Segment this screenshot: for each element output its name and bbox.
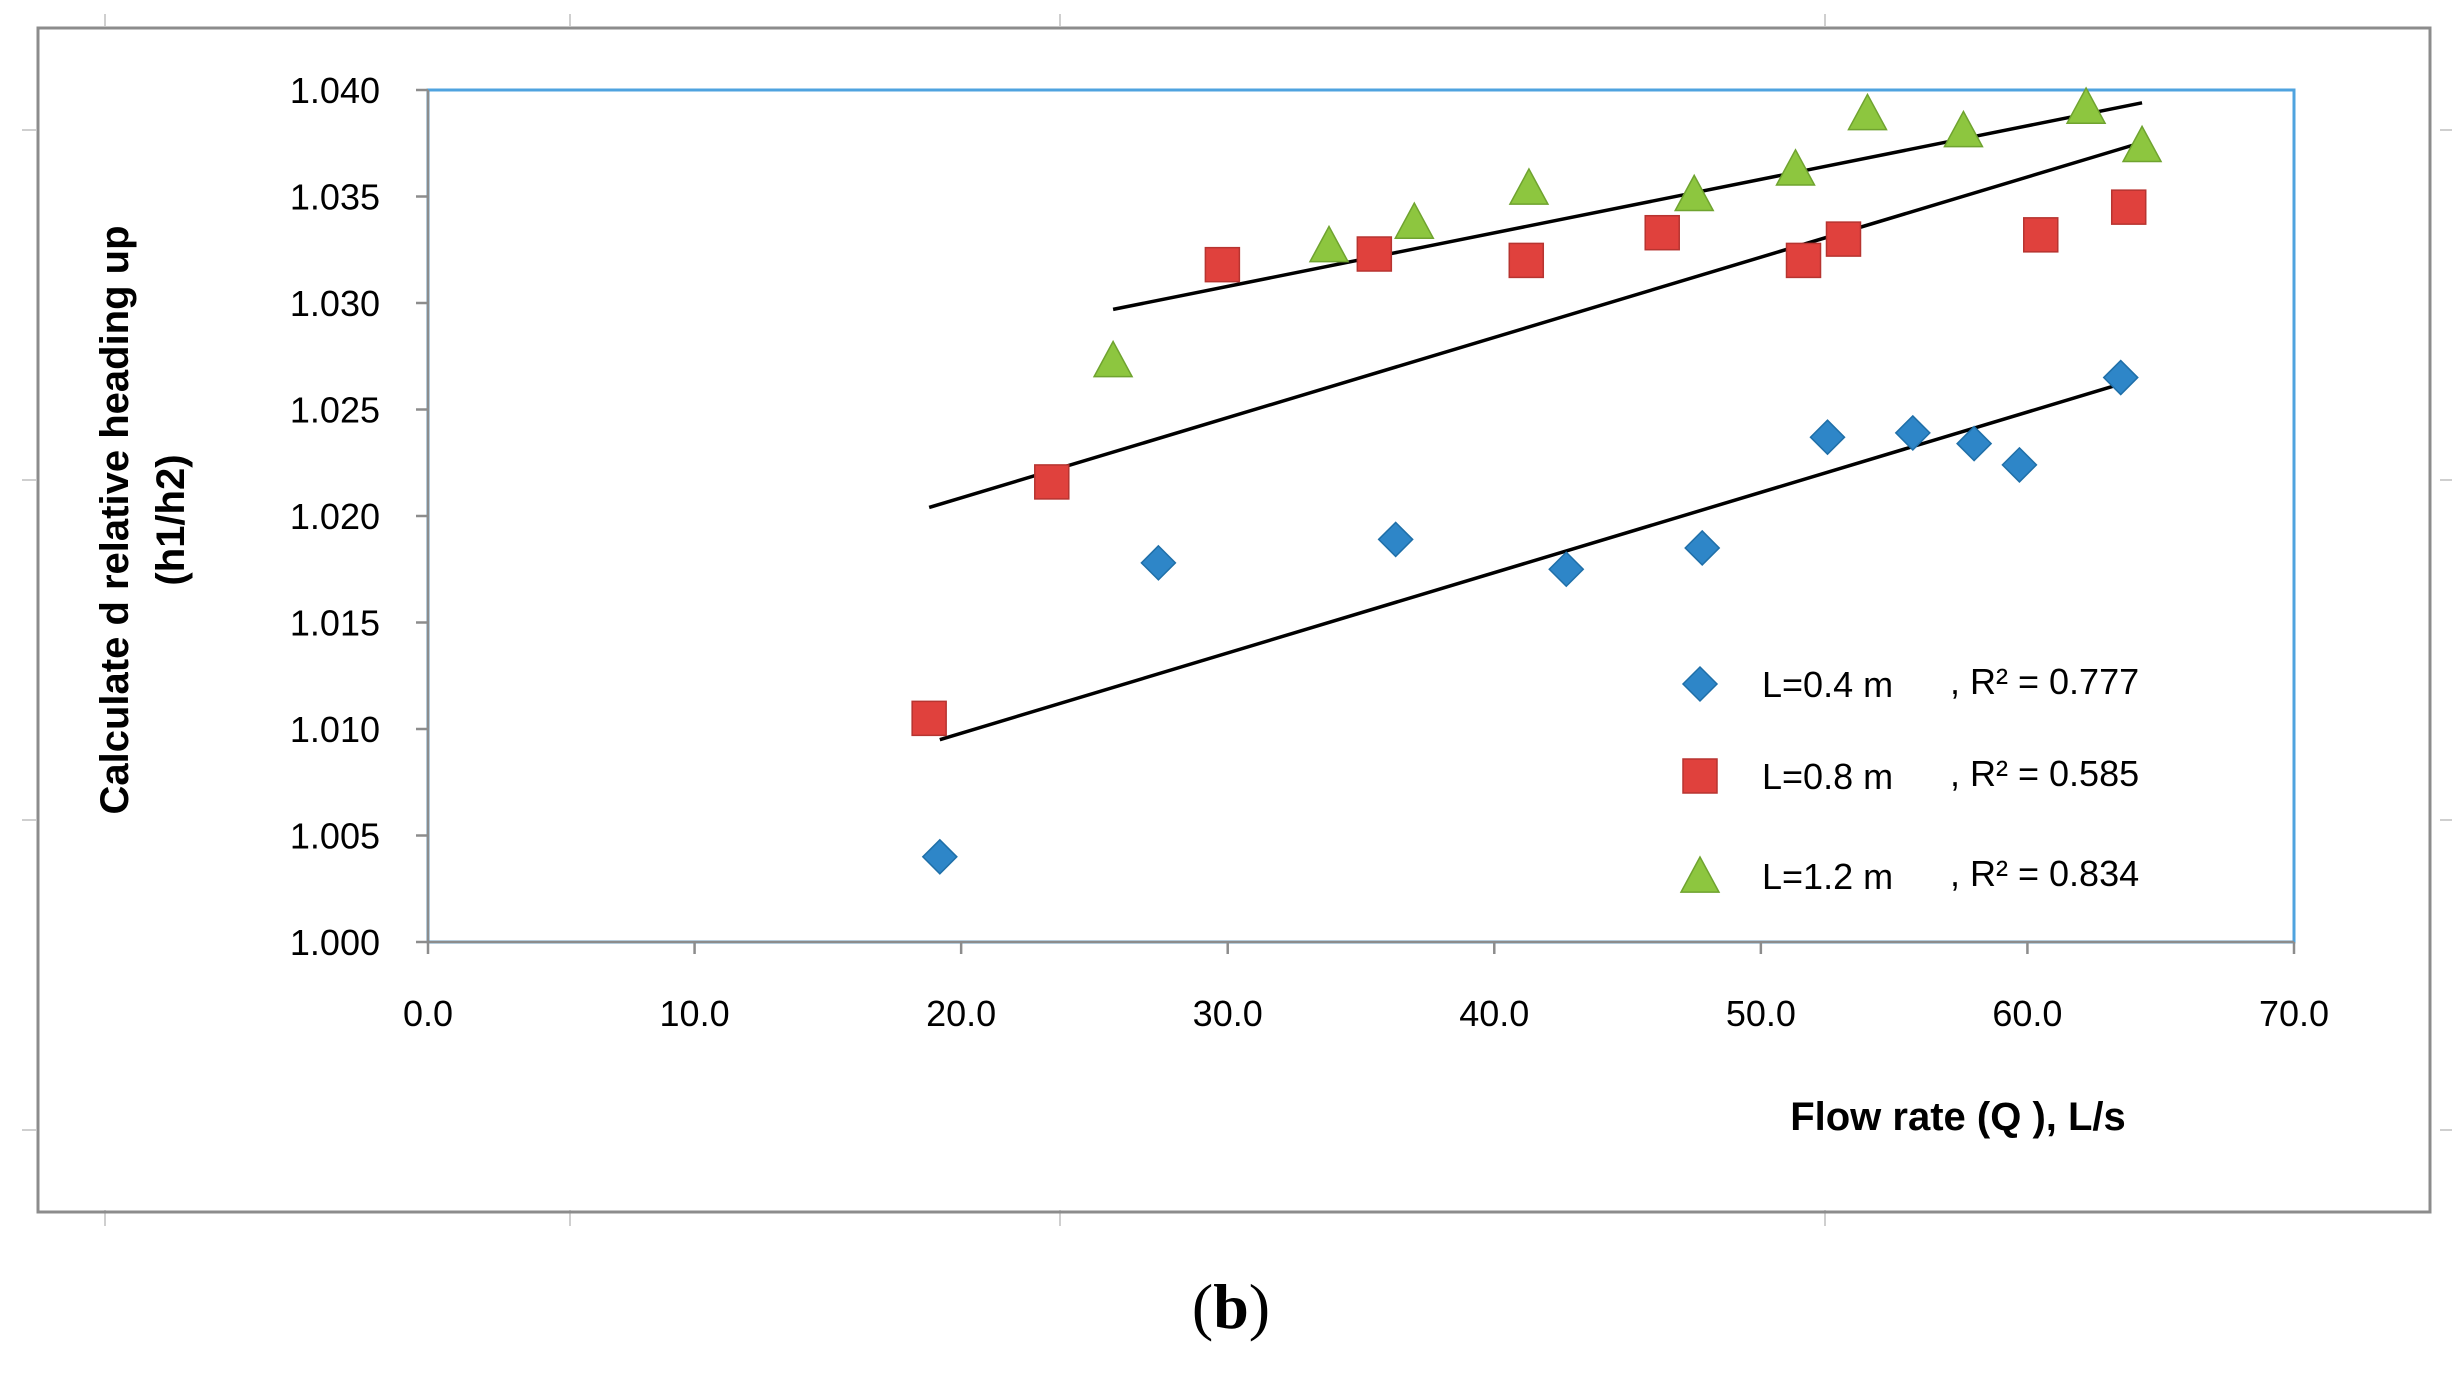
trendline-l-0-4-m xyxy=(939,382,2122,742)
x-tick-label: 0.0 xyxy=(403,993,453,1034)
data-point-l-1-2-m xyxy=(2065,86,2107,124)
legend-label-l-0-8-m: L=0.8 m xyxy=(1762,756,1893,797)
data-point-l-0-8-m xyxy=(1356,236,1393,272)
data-point-l-0-8-m xyxy=(2023,217,2059,253)
data-point-l-0-4-m xyxy=(1377,521,1414,558)
x-tick-label: 60.0 xyxy=(1992,993,2062,1034)
data-point-l-1-2-m xyxy=(2121,124,2163,163)
data-point-l-1-2-m xyxy=(1308,224,1350,263)
data-point-l-1-2-m xyxy=(1775,148,1816,186)
legend-marker-l-0-4-m xyxy=(1681,665,1719,703)
legend-r2-l-1-2-m: , R² = 0.834 xyxy=(1950,853,2139,894)
figure-caption: (b) xyxy=(1192,1271,1270,1342)
data-point-l-0-4-m xyxy=(1809,419,1846,456)
data-point-l-0-8-m xyxy=(1204,246,1241,283)
legend: L=0.4 m , R² = 0.777 L=0.8 m , R² = 0.585 L=… xyxy=(1679,661,2139,897)
data-point-l-1-2-m xyxy=(1092,339,1134,378)
data-point-l-0-4-m xyxy=(921,838,958,875)
data-point-l-1-2-m xyxy=(1394,201,1435,239)
legend-label-l-1-2-m: L=1.2 m xyxy=(1762,856,1893,897)
caption-close-paren: ) xyxy=(1249,1271,1270,1342)
data-point-l-0-8-m xyxy=(1825,221,1862,257)
y-tick-label: 1.035 xyxy=(290,177,380,218)
x-tick-label: 40.0 xyxy=(1459,993,1529,1034)
data-point-l-1-2-m xyxy=(1673,173,1715,212)
data-point-l-0-4-m xyxy=(1548,551,1585,588)
x-tick-label: 30.0 xyxy=(1193,993,1263,1034)
y-tick-labels: 1.000 1.005 1.010 1.015 1.020 1.025 1.030 1.035… xyxy=(290,70,380,963)
legend-marker-l-0-8-m xyxy=(1682,758,1718,794)
data-point-l-1-2-m xyxy=(1943,109,1984,148)
data-point-l-0-8-m xyxy=(1508,242,1545,279)
chart-area-border xyxy=(36,26,2432,1214)
page-edge-ticks xyxy=(22,14,2452,1226)
y-axis-title: Calculate d relative heading up (h1/h2) xyxy=(93,225,193,814)
data-point-l-0-8-m xyxy=(1644,214,1680,251)
data-point-l-0-4-m xyxy=(1684,529,1721,567)
data-point-l-0-8-m xyxy=(1785,242,1822,279)
trendline-l-0-8-m xyxy=(928,141,2140,510)
data-point-l-0-4-m xyxy=(1956,425,1993,462)
data-point-l-0-8-m xyxy=(2110,189,2147,225)
y-tick-label: 1.040 xyxy=(290,70,380,111)
legend-r2-l-0-8-m: , R² = 0.585 xyxy=(1950,753,2139,794)
data-point-l-1-2-m xyxy=(1847,92,1888,131)
data-point-l-0-8-m xyxy=(911,700,947,737)
plot-area-border xyxy=(426,88,2296,944)
x-tick-label: 20.0 xyxy=(926,993,996,1034)
data-point-l-0-4-m xyxy=(2001,446,2038,483)
y-axis-title-line-1: Calculate d relative heading up xyxy=(93,225,137,814)
data-point-l-0-4-m xyxy=(1140,544,1177,581)
x-tick-label: 10.0 xyxy=(660,993,730,1034)
y-tick-label: 1.025 xyxy=(290,390,380,431)
data-point-l-0-4-m xyxy=(1894,414,1931,451)
y-tick-label: 1.010 xyxy=(290,709,380,750)
data-point-l-0-4-m xyxy=(2102,359,2139,396)
data-point-l-1-2-m xyxy=(1508,167,1550,205)
x-tick-marks xyxy=(426,942,2296,954)
y-tick-label: 1.005 xyxy=(290,816,380,857)
caption-letter: b xyxy=(1213,1271,1249,1342)
y-tick-label: 1.020 xyxy=(290,496,380,537)
x-axis-title: Flow rate (Q ), L/s xyxy=(1790,1095,2126,1139)
y-tick-marks xyxy=(416,88,428,944)
y-tick-label: 1.030 xyxy=(290,283,380,324)
y-tick-label: 1.015 xyxy=(290,603,380,644)
legend-marker-l-1-2-m xyxy=(1679,855,1721,893)
legend-label-l-0-4-m: L=0.4 m xyxy=(1762,664,1893,705)
x-tick-label: 70.0 xyxy=(2259,993,2329,1034)
caption-open-paren: ( xyxy=(1192,1271,1213,1342)
x-tick-labels: 0.0 10.0 20.0 30.0 40.0 50.0 60.0 70.0 xyxy=(403,993,2329,1034)
y-axis-title-line-2: (h1/h2) xyxy=(149,454,193,585)
legend-r2-l-0-4-m: , R² = 0.777 xyxy=(1950,661,2139,702)
x-tick-label: 50.0 xyxy=(1726,993,1796,1034)
data-point-l-0-8-m xyxy=(1034,464,1070,500)
y-tick-label: 1.000 xyxy=(290,922,380,963)
trendline-l-1-2-m xyxy=(1112,101,2143,312)
data-points xyxy=(911,86,2163,875)
